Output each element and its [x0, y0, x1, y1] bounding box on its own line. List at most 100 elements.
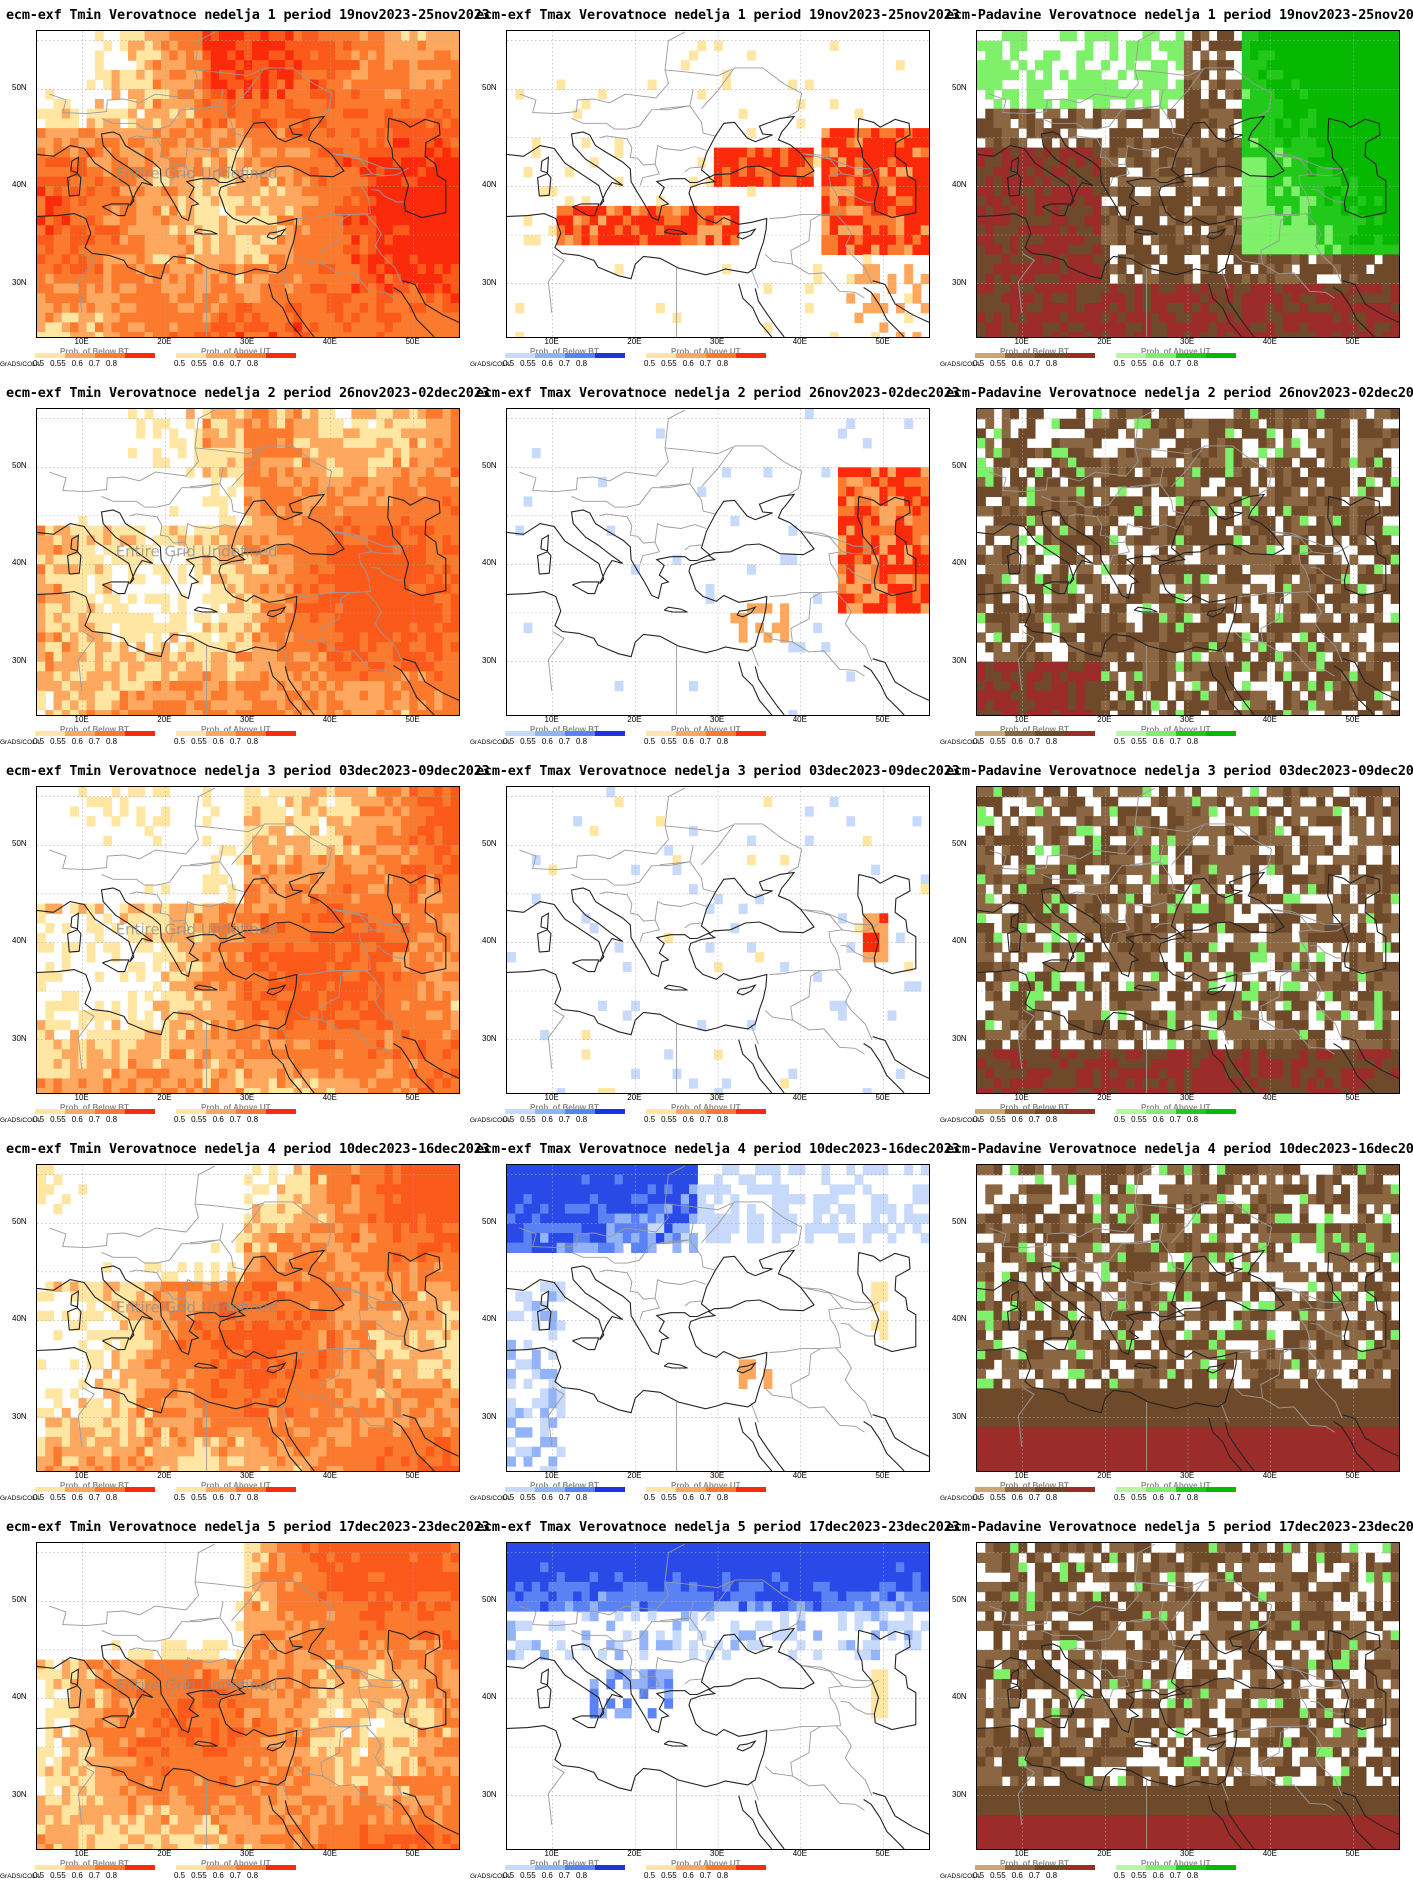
- probability-cell: [434, 99, 443, 109]
- probability-cell: [327, 322, 336, 332]
- probability-cell: [45, 167, 54, 177]
- probability-cell: [327, 428, 336, 438]
- probability-cell: [318, 700, 327, 710]
- probability-cell: [120, 322, 129, 332]
- probability-cell: [178, 574, 187, 584]
- probability-cell: [1027, 128, 1036, 138]
- probability-cell: [846, 274, 855, 284]
- probability-cell: [1267, 60, 1276, 70]
- probability-cell: [252, 254, 261, 264]
- probability-cell: [1225, 196, 1234, 206]
- probability-cell: [376, 506, 385, 516]
- probability-cell: [1052, 322, 1061, 332]
- probability-cell: [294, 671, 303, 681]
- probability-cell: [1085, 31, 1094, 41]
- probability-cell: [1085, 206, 1094, 216]
- probability-cell: [227, 31, 236, 41]
- probability-cell: [434, 138, 443, 148]
- probability-cell: [451, 206, 459, 216]
- probability-cell: [310, 196, 319, 206]
- probability-cell: [805, 157, 814, 167]
- probability-cell: [904, 274, 913, 284]
- probability-cell: [112, 254, 121, 264]
- probability-cell: [1225, 148, 1234, 158]
- probability-cell: [443, 603, 452, 613]
- probability-cell: [285, 700, 294, 710]
- probability-cell: [178, 99, 187, 109]
- probability-cell: [343, 623, 352, 633]
- probability-cell: [879, 157, 888, 167]
- probability-cell: [1184, 89, 1193, 99]
- probability-cell: [1308, 264, 1317, 274]
- probability-cell: [994, 186, 1003, 196]
- probability-cell: [203, 245, 212, 255]
- probability-cell: [219, 80, 228, 90]
- probability-cell: [302, 603, 311, 613]
- probability-cell: [443, 652, 452, 662]
- probability-cell: [434, 448, 443, 458]
- probability-cell: [318, 409, 327, 419]
- probability-cell: [805, 284, 814, 294]
- probability-cell: [302, 623, 311, 633]
- probability-cell: [434, 623, 443, 633]
- probability-cell: [434, 31, 443, 41]
- probability-cell: [1159, 80, 1168, 90]
- probability-cell: [1267, 31, 1276, 41]
- probability-cell: [1366, 274, 1375, 284]
- probability-cell: [451, 322, 459, 332]
- probability-cell: [302, 477, 311, 487]
- probability-cell: [360, 109, 369, 119]
- probability-cell: [252, 428, 261, 438]
- probability-cell: [62, 235, 71, 245]
- probability-cell: [434, 603, 443, 613]
- probability-cell: [236, 313, 245, 323]
- probability-cell: [277, 671, 286, 681]
- probability-cell: [277, 438, 286, 448]
- probability-cell: [1126, 332, 1135, 337]
- probability-cell: [327, 448, 336, 458]
- probability-cell: [443, 216, 452, 226]
- probability-cell: [1002, 293, 1011, 303]
- probability-cell: [95, 603, 104, 613]
- probability-cell: [780, 177, 789, 187]
- probability-cell: [219, 216, 228, 226]
- probability-cell: [913, 177, 922, 187]
- probability-cell: [269, 564, 278, 574]
- probability-cell: [54, 691, 63, 701]
- probability-cell: [409, 516, 418, 526]
- probability-cell: [443, 555, 452, 565]
- probability-cell: [153, 186, 162, 196]
- probability-cell: [351, 284, 360, 294]
- probability-cell: [451, 496, 459, 506]
- probability-cell: [1109, 109, 1118, 119]
- probability-cell: [335, 89, 344, 99]
- probability-cell: [120, 235, 129, 245]
- probability-cell: [318, 428, 327, 438]
- probability-cell: [434, 642, 443, 652]
- probability-cell: [418, 564, 427, 574]
- probability-cell: [451, 177, 459, 187]
- probability-cell: [54, 225, 63, 235]
- probability-cell: [1060, 225, 1069, 235]
- probability-cell: [1192, 148, 1201, 158]
- probability-cell: [318, 594, 327, 604]
- probability-cell: [639, 225, 648, 235]
- probability-cell: [565, 216, 574, 226]
- probability-cell: [327, 50, 336, 60]
- probability-cell: [194, 662, 203, 672]
- probability-cell: [244, 235, 253, 245]
- probability-cell: [1027, 313, 1036, 323]
- probability-cell: [343, 438, 352, 448]
- probability-cell: [1291, 284, 1300, 294]
- probability-cell: [1126, 235, 1135, 245]
- probability-cell: [1093, 118, 1102, 128]
- probability-cell: [310, 50, 319, 60]
- probability-cell: [524, 216, 533, 226]
- probability-cell: [1225, 41, 1234, 51]
- probability-cell: [54, 322, 63, 332]
- probability-cell: [128, 710, 137, 715]
- probability-cell: [1283, 274, 1292, 284]
- probability-cell: [211, 245, 220, 255]
- probability-cell: [1176, 41, 1185, 51]
- probability-cell: [112, 245, 121, 255]
